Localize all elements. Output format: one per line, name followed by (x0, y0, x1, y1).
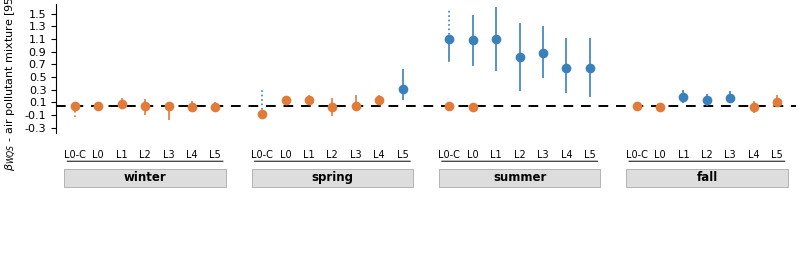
Text: L0-C: L0-C (64, 150, 86, 160)
Text: L1: L1 (678, 150, 690, 160)
FancyBboxPatch shape (626, 169, 788, 187)
Text: winter: winter (124, 171, 166, 184)
Text: L4: L4 (374, 150, 385, 160)
Text: L3: L3 (162, 150, 174, 160)
Text: L3: L3 (538, 150, 549, 160)
Text: L0: L0 (654, 150, 666, 160)
Text: L0: L0 (467, 150, 478, 160)
Text: L2: L2 (514, 150, 526, 160)
Text: L0: L0 (93, 150, 104, 160)
Text: fall: fall (696, 171, 718, 184)
Text: L2: L2 (701, 150, 713, 160)
Text: L3: L3 (350, 150, 362, 160)
Text: L5: L5 (397, 150, 409, 160)
Text: L3: L3 (725, 150, 736, 160)
Text: L5: L5 (584, 150, 596, 160)
Text: summer: summer (493, 171, 546, 184)
Y-axis label: $\beta_{WQS}$ - air pollutant mixture [95% CI]: $\beta_{WQS}$ - air pollutant mixture [9… (4, 0, 19, 171)
Text: spring: spring (311, 171, 354, 184)
Text: L1: L1 (303, 150, 314, 160)
FancyBboxPatch shape (252, 169, 413, 187)
Text: L2: L2 (139, 150, 151, 160)
Text: L5: L5 (210, 150, 222, 160)
Text: L4: L4 (561, 150, 572, 160)
Text: L4: L4 (748, 150, 759, 160)
Text: L0-C: L0-C (626, 150, 648, 160)
FancyBboxPatch shape (439, 169, 600, 187)
Text: L4: L4 (186, 150, 198, 160)
Text: L0-C: L0-C (438, 150, 460, 160)
Text: L1: L1 (116, 150, 127, 160)
Text: L0: L0 (280, 150, 291, 160)
FancyBboxPatch shape (64, 169, 226, 187)
Text: L1: L1 (490, 150, 502, 160)
Text: L5: L5 (771, 150, 783, 160)
Text: L0-C: L0-C (251, 150, 273, 160)
Text: L2: L2 (326, 150, 338, 160)
